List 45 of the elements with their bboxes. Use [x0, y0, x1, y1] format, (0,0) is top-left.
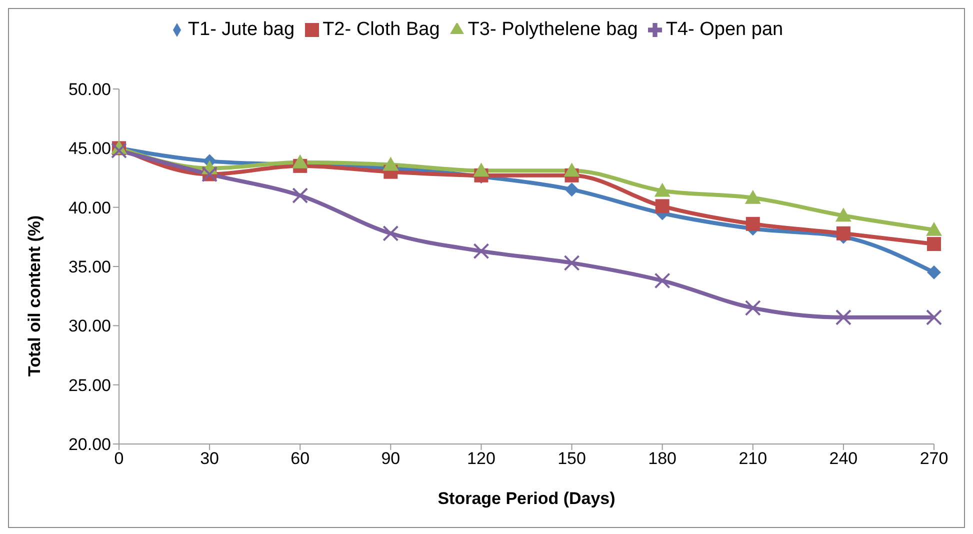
point	[382, 156, 399, 171]
point	[654, 182, 670, 197]
point	[473, 162, 490, 177]
point	[473, 243, 490, 260]
y-axis-title: Total oil content (%)	[25, 215, 44, 376]
x-tick-label: 0	[114, 449, 124, 468]
point	[564, 182, 579, 197]
y-tick-label: 50.00	[68, 80, 111, 100]
x-tick-label: 150	[558, 449, 586, 468]
x-tick-label: 210	[738, 449, 768, 468]
point	[292, 154, 308, 168]
point	[292, 188, 308, 204]
point	[926, 222, 942, 236]
x-tick-label: 270	[920, 449, 948, 468]
x-tick-label: 90	[381, 449, 400, 468]
x-axis-title: Storage Period (Days)	[438, 489, 616, 508]
x-tick-label: 60	[290, 449, 310, 468]
x-tick-label: 120	[467, 449, 496, 468]
point	[744, 190, 761, 204]
point	[927, 265, 941, 280]
point	[927, 237, 941, 252]
legend-label: T1- Jute bag	[188, 19, 295, 40]
y-tick-label: 30.00	[68, 316, 111, 336]
point	[564, 254, 580, 271]
point	[926, 309, 942, 326]
point	[654, 272, 670, 289]
legend-label: T2- Cloth Bag	[322, 19, 440, 40]
y-tick-label: 25.00	[68, 376, 111, 395]
point	[382, 225, 399, 242]
point	[746, 216, 760, 231]
y-tick-label: 35.00	[68, 258, 111, 277]
x-tick-label: 30	[200, 449, 220, 468]
y-tick-label: 20.00	[68, 435, 111, 454]
y-tick-label: 45.00	[68, 139, 111, 158]
point	[564, 162, 580, 177]
y-tick-label: 40.00	[68, 198, 111, 218]
point	[111, 142, 127, 159]
legend-label: T3- Polythelene bag	[468, 19, 638, 40]
x-tick-label: 180	[648, 449, 677, 468]
point	[744, 300, 761, 316]
point	[835, 309, 852, 326]
x-tick-label: 240	[829, 449, 858, 468]
point	[835, 208, 852, 222]
legend-label: T4- Open pan	[666, 19, 784, 40]
point	[655, 199, 670, 214]
